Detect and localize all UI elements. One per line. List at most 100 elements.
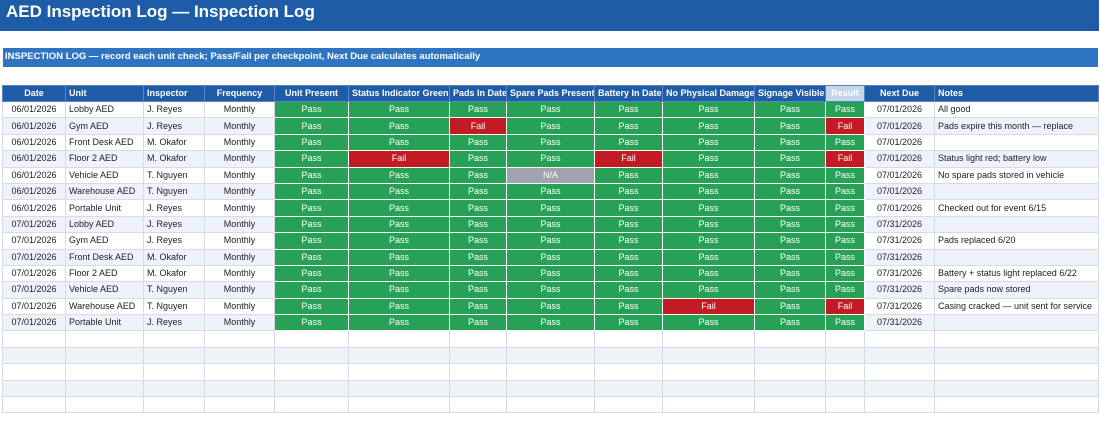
column-header-unit[interactable]: Unit bbox=[65, 85, 144, 102]
cell-next-due[interactable]: 07/01/2026 bbox=[864, 166, 935, 184]
cell-pads-in-date[interactable]: Pass bbox=[449, 133, 507, 152]
cell-spare-pads-present[interactable]: Pass bbox=[506, 215, 595, 234]
cell-inspector[interactable]: J. Reyes bbox=[143, 199, 205, 217]
cell-date[interactable]: 07/01/2026 bbox=[2, 264, 66, 283]
cell-unit-present[interactable]: Pass bbox=[274, 281, 349, 299]
cell-result[interactable]: Fail bbox=[825, 297, 865, 316]
cell-pads-in-date[interactable]: Pass bbox=[449, 166, 507, 184]
cell-unit-present[interactable]: Pass bbox=[274, 264, 349, 283]
cell-date[interactable]: 06/01/2026 bbox=[2, 117, 66, 135]
cell-spare-pads-present[interactable]: Pass bbox=[506, 281, 595, 299]
cell-next-due[interactable]: 07/01/2026 bbox=[864, 182, 935, 201]
column-header-unit-present[interactable]: Unit Present bbox=[274, 85, 349, 102]
cell-pads-in-date[interactable] bbox=[449, 379, 507, 398]
cell-date[interactable]: 07/01/2026 bbox=[2, 281, 66, 299]
cell-unit[interactable]: Floor 2 AED bbox=[65, 150, 144, 168]
cell-spare-pads-present[interactable]: Pass bbox=[506, 199, 595, 217]
cell-signage-visible[interactable]: Pass bbox=[754, 117, 826, 135]
cell-battery-in-date[interactable]: Pass bbox=[594, 166, 663, 184]
cell-notes[interactable]: No spare pads stored in vehicle bbox=[934, 166, 1099, 184]
cell-result[interactable]: Pass bbox=[825, 133, 865, 152]
cell-spare-pads-present[interactable]: Pass bbox=[506, 297, 595, 316]
cell-frequency[interactable] bbox=[204, 330, 275, 348]
cell-unit[interactable]: Floor 2 AED bbox=[65, 264, 144, 283]
cell-status-indicator-green[interactable] bbox=[348, 363, 450, 381]
cell-pads-in-date[interactable]: Pass bbox=[449, 297, 507, 316]
cell-frequency[interactable]: Monthly bbox=[204, 182, 275, 201]
column-header-pads-in-date[interactable]: Pads In Date bbox=[449, 85, 507, 102]
cell-battery-in-date[interactable] bbox=[594, 346, 663, 365]
cell-date[interactable]: 07/01/2026 bbox=[2, 248, 66, 266]
cell-next-due[interactable]: 07/01/2026 bbox=[864, 133, 935, 152]
cell-battery-in-date[interactable]: Pass bbox=[594, 264, 663, 283]
cell-spare-pads-present[interactable]: Pass bbox=[506, 232, 595, 250]
cell-result[interactable] bbox=[825, 379, 865, 398]
cell-unit[interactable]: Gym AED bbox=[65, 232, 144, 250]
cell-battery-in-date[interactable] bbox=[594, 330, 663, 348]
cell-inspector[interactable] bbox=[143, 346, 205, 365]
cell-status-indicator-green[interactable]: Pass bbox=[348, 314, 450, 332]
cell-status-indicator-green[interactable]: Pass bbox=[348, 215, 450, 234]
cell-date[interactable]: 06/01/2026 bbox=[2, 199, 66, 217]
cell-signage-visible[interactable]: Pass bbox=[754, 248, 826, 266]
column-header-status-indicator-green[interactable]: Status Indicator Green bbox=[348, 85, 450, 102]
cell-no-physical-damage[interactable]: Pass bbox=[662, 281, 755, 299]
cell-date[interactable]: 06/01/2026 bbox=[2, 166, 66, 184]
cell-notes[interactable]: All good bbox=[934, 100, 1099, 119]
cell-date[interactable]: 07/01/2026 bbox=[2, 297, 66, 316]
cell-unit-present[interactable]: Pass bbox=[274, 314, 349, 332]
cell-no-physical-damage[interactable] bbox=[662, 363, 755, 381]
cell-pads-in-date[interactable]: Pass bbox=[449, 100, 507, 119]
cell-no-physical-damage[interactable]: Pass bbox=[662, 150, 755, 168]
cell-spare-pads-present[interactable] bbox=[506, 363, 595, 381]
cell-unit-present[interactable] bbox=[274, 346, 349, 365]
cell-frequency[interactable]: Monthly bbox=[204, 100, 275, 119]
column-header-date[interactable]: Date bbox=[2, 85, 66, 102]
cell-spare-pads-present[interactable] bbox=[506, 346, 595, 365]
cell-result[interactable]: Pass bbox=[825, 264, 865, 283]
cell-battery-in-date[interactable]: Pass bbox=[594, 182, 663, 201]
cell-result[interactable]: Pass bbox=[825, 281, 865, 299]
cell-battery-in-date[interactable]: Fail bbox=[594, 150, 663, 168]
cell-signage-visible[interactable]: Pass bbox=[754, 215, 826, 234]
cell-unit[interactable]: Vehicle AED bbox=[65, 281, 144, 299]
cell-no-physical-damage[interactable]: Pass bbox=[662, 199, 755, 217]
cell-notes[interactable]: Pads replaced 6/20 bbox=[934, 232, 1099, 250]
cell-date[interactable]: 06/01/2026 bbox=[2, 133, 66, 152]
cell-unit-present[interactable] bbox=[274, 379, 349, 398]
cell-pads-in-date[interactable]: Pass bbox=[449, 150, 507, 168]
cell-unit[interactable] bbox=[65, 346, 144, 365]
cell-next-due[interactable]: 07/01/2026 bbox=[864, 100, 935, 119]
cell-signage-visible[interactable]: Pass bbox=[754, 182, 826, 201]
cell-battery-in-date[interactable] bbox=[594, 379, 663, 398]
cell-date[interactable] bbox=[2, 330, 66, 348]
cell-result[interactable] bbox=[825, 363, 865, 381]
cell-result[interactable] bbox=[825, 396, 865, 414]
cell-date[interactable]: 07/01/2026 bbox=[2, 314, 66, 332]
cell-unit-present[interactable]: Pass bbox=[274, 215, 349, 234]
cell-inspector[interactable] bbox=[143, 330, 205, 348]
cell-unit[interactable]: Front Desk AED bbox=[65, 133, 144, 152]
cell-inspector[interactable]: J. Reyes bbox=[143, 314, 205, 332]
cell-unit[interactable]: Gym AED bbox=[65, 117, 144, 135]
cell-no-physical-damage[interactable]: Pass bbox=[662, 182, 755, 201]
cell-unit-present[interactable]: Pass bbox=[274, 117, 349, 135]
cell-frequency[interactable]: Monthly bbox=[204, 297, 275, 316]
cell-inspector[interactable]: M. Okafor bbox=[143, 248, 205, 266]
cell-result[interactable] bbox=[825, 330, 865, 348]
cell-no-physical-damage[interactable]: Pass bbox=[662, 314, 755, 332]
cell-signage-visible[interactable] bbox=[754, 379, 826, 398]
column-header-next-due[interactable]: Next Due bbox=[864, 85, 935, 102]
cell-frequency[interactable]: Monthly bbox=[204, 133, 275, 152]
cell-frequency[interactable]: Monthly bbox=[204, 199, 275, 217]
cell-date[interactable]: 06/01/2026 bbox=[2, 100, 66, 119]
cell-status-indicator-green[interactable]: Pass bbox=[348, 100, 450, 119]
cell-date[interactable] bbox=[2, 346, 66, 365]
cell-pads-in-date[interactable]: Pass bbox=[449, 232, 507, 250]
column-header-spare-pads-present[interactable]: Spare Pads Present bbox=[506, 85, 595, 102]
cell-unit[interactable] bbox=[65, 330, 144, 348]
cell-notes[interactable] bbox=[934, 314, 1099, 332]
cell-no-physical-damage[interactable] bbox=[662, 396, 755, 414]
cell-spare-pads-present[interactable]: Pass bbox=[506, 248, 595, 266]
cell-status-indicator-green[interactable]: Pass bbox=[348, 133, 450, 152]
